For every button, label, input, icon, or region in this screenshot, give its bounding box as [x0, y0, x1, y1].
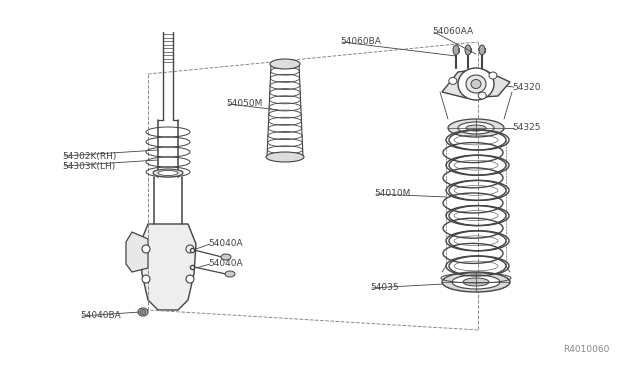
- Ellipse shape: [142, 245, 150, 253]
- Text: 54325: 54325: [512, 124, 541, 132]
- Text: R4010060: R4010060: [564, 345, 610, 354]
- Ellipse shape: [266, 152, 304, 162]
- Ellipse shape: [452, 275, 500, 289]
- Text: 54303K(LH): 54303K(LH): [62, 161, 115, 170]
- Text: 54040A: 54040A: [208, 240, 243, 248]
- Ellipse shape: [158, 170, 178, 176]
- Ellipse shape: [221, 254, 231, 260]
- Ellipse shape: [453, 45, 459, 55]
- Ellipse shape: [448, 119, 504, 137]
- Ellipse shape: [186, 275, 194, 283]
- Ellipse shape: [466, 125, 486, 131]
- Ellipse shape: [471, 80, 481, 89]
- Ellipse shape: [479, 45, 485, 55]
- Polygon shape: [442, 69, 510, 98]
- Ellipse shape: [186, 245, 194, 253]
- Ellipse shape: [463, 278, 489, 286]
- Bar: [479, 48, 485, 52]
- Polygon shape: [140, 224, 196, 310]
- Ellipse shape: [465, 45, 471, 55]
- Ellipse shape: [449, 77, 457, 84]
- Ellipse shape: [270, 59, 300, 69]
- Ellipse shape: [153, 169, 183, 177]
- Ellipse shape: [140, 310, 146, 314]
- Ellipse shape: [458, 68, 494, 100]
- Text: 54320: 54320: [512, 83, 541, 92]
- Ellipse shape: [225, 271, 235, 277]
- Text: 54050M: 54050M: [226, 99, 262, 109]
- Ellipse shape: [489, 72, 497, 79]
- Text: 54040BA: 54040BA: [80, 311, 121, 321]
- Ellipse shape: [442, 272, 510, 292]
- Ellipse shape: [458, 122, 494, 134]
- Text: 54010M: 54010M: [374, 189, 410, 199]
- Ellipse shape: [466, 75, 486, 93]
- Text: 54035: 54035: [370, 283, 399, 292]
- Text: 54060BA: 54060BA: [340, 38, 381, 46]
- Ellipse shape: [142, 275, 150, 283]
- Ellipse shape: [138, 308, 148, 316]
- Text: 54040A: 54040A: [208, 260, 243, 269]
- Ellipse shape: [478, 92, 486, 99]
- Text: 54060AA: 54060AA: [432, 28, 473, 36]
- Bar: [465, 48, 471, 52]
- Bar: [453, 48, 459, 52]
- Polygon shape: [126, 232, 148, 272]
- Text: 54302K(RH): 54302K(RH): [62, 151, 116, 160]
